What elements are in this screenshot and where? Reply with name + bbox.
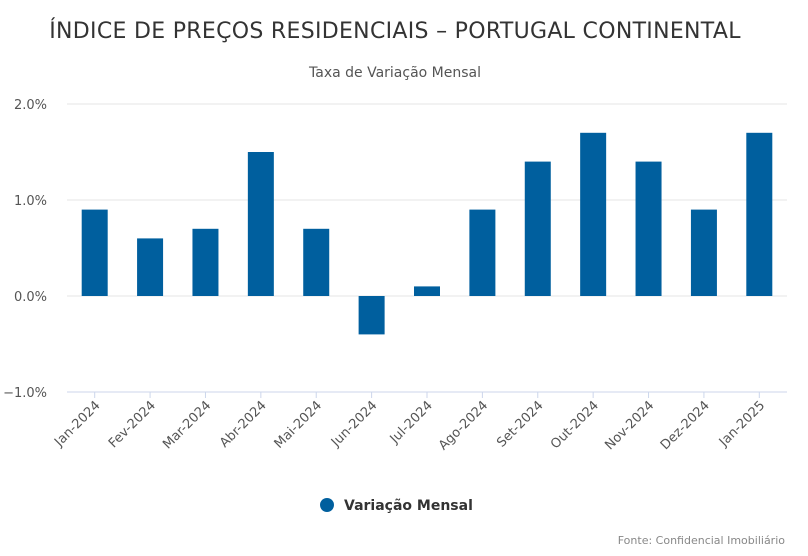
bar[interactable] xyxy=(580,132,607,296)
y-tick-label: 1.0% xyxy=(14,194,47,209)
bar[interactable] xyxy=(192,228,219,296)
y-axis: −1.0% 0.0% 1.0% 2.0% xyxy=(3,98,47,401)
bar[interactable] xyxy=(469,209,496,296)
y-tick-label: 2.0% xyxy=(14,98,47,113)
x-tick-label: Jun-2024 xyxy=(328,398,380,450)
y-tick-label: 0.0% xyxy=(14,290,47,305)
bars xyxy=(81,132,773,335)
x-tick-label: Out-2024 xyxy=(548,398,602,452)
credits[interactable]: Fonte: Confidencial Imobiliário xyxy=(618,534,786,547)
chart-title: ÍNDICE DE PREÇOS RESIDENCIAIS – PORTUGAL… xyxy=(49,18,741,44)
gridlines xyxy=(67,103,787,393)
x-tick-label: Jul-2024 xyxy=(387,398,436,447)
x-tick-label: Dez-2024 xyxy=(658,398,713,453)
x-tick-label: Fev-2024 xyxy=(106,398,159,451)
bar[interactable] xyxy=(358,296,385,335)
bar[interactable] xyxy=(137,238,164,296)
legend-marker xyxy=(320,498,334,512)
x-tick-label: Mar-2024 xyxy=(160,398,214,452)
bar[interactable] xyxy=(247,152,274,296)
legend-label[interactable]: Variação Mensal xyxy=(344,498,473,514)
x-tick-label: Mai-2024 xyxy=(272,398,325,451)
bar[interactable] xyxy=(690,209,717,296)
legend[interactable]: Variação Mensal xyxy=(320,498,473,514)
x-tick-label: Set-2024 xyxy=(494,398,546,450)
x-tick-label: Jan-2025 xyxy=(716,398,768,450)
x-axis: Jan-2024 Fev-2024 Mar-2024 Abr-2024 Mai-2024… xyxy=(51,392,768,453)
x-tick-label: Nov-2024 xyxy=(602,398,657,453)
bar[interactable] xyxy=(524,161,551,296)
bar[interactable] xyxy=(635,161,662,296)
chart-subtitle: Taxa de Variação Mensal xyxy=(308,65,481,81)
x-tick-label: Jan-2024 xyxy=(51,398,103,450)
bar[interactable] xyxy=(303,228,330,296)
bar[interactable] xyxy=(746,132,773,296)
x-tick-label: Ago-2024 xyxy=(436,398,491,453)
y-tick-label: −1.0% xyxy=(3,386,47,401)
bar[interactable] xyxy=(81,209,108,296)
bar[interactable] xyxy=(414,286,440,296)
x-tick-label: Abr-2024 xyxy=(217,398,270,451)
